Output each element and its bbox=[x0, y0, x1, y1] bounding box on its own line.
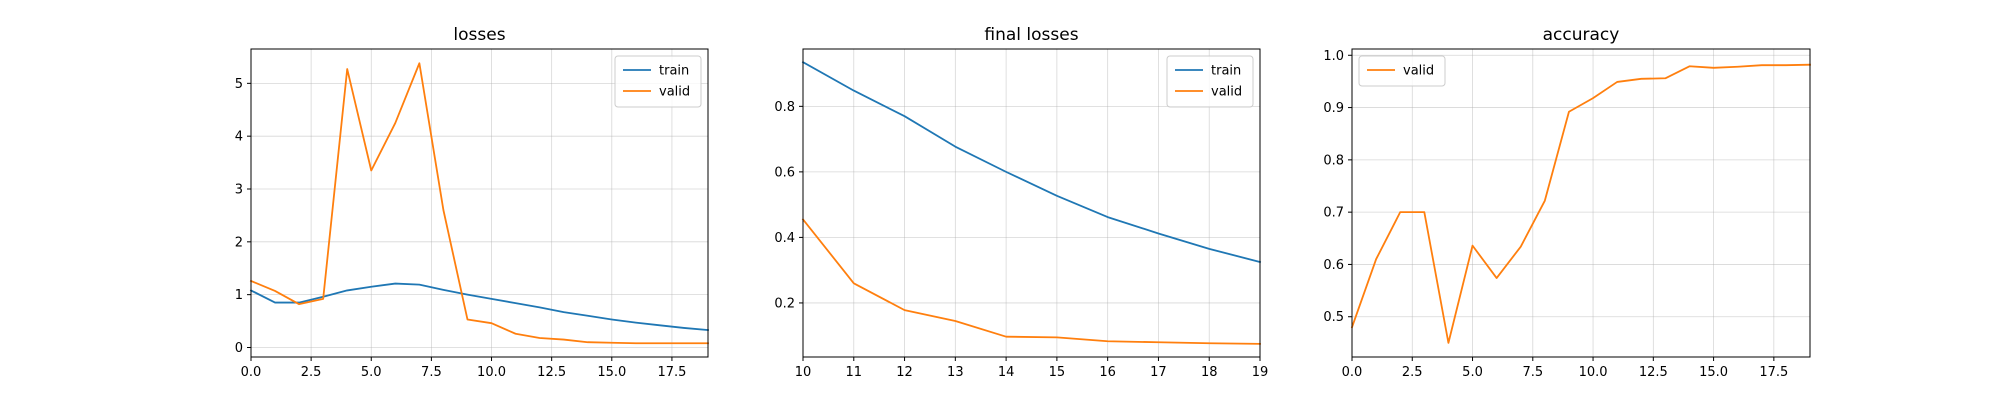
axes-frame bbox=[802, 48, 1261, 358]
y-tick-label: 0.2 bbox=[774, 296, 795, 311]
x-tick-label: 16 bbox=[1099, 365, 1116, 380]
x-tick-label: 15.0 bbox=[597, 365, 626, 380]
x-tick-label: 12.5 bbox=[1639, 365, 1668, 380]
chart-panel-1: 0.0 2.5 5.0 7.5 10.0 12.5 15.0 17.5 0 1 2 3 4 5 losses… bbox=[235, 25, 709, 380]
series-line-valid bbox=[249, 62, 709, 345]
legend-box bbox=[1358, 55, 1446, 87]
legend-label-valid: valid bbox=[1403, 64, 1434, 79]
series-line-train bbox=[249, 282, 709, 332]
y-tick-label: 5 bbox=[235, 77, 243, 92]
chart-panel-2: 10 11 12 13 14 15 16 17 18 19 0.2 0.4 0.6 0.8 final lo… bbox=[774, 25, 1268, 380]
axes-frame bbox=[1351, 48, 1811, 358]
x-tick-label: 0.0 bbox=[241, 365, 262, 380]
x-tick-label: 12.5 bbox=[537, 365, 566, 380]
x-tick-label: 10.0 bbox=[1579, 365, 1608, 380]
x-tick-label: 18 bbox=[1201, 365, 1218, 380]
x-tick-label: 7.5 bbox=[1522, 365, 1543, 380]
x-tick-label: 5.0 bbox=[361, 365, 382, 380]
y-tick-label: 0.5 bbox=[1323, 310, 1344, 325]
x-tick-label: 13 bbox=[947, 365, 964, 380]
legend-box bbox=[1166, 55, 1254, 108]
y-tick-label: 2 bbox=[235, 235, 243, 250]
y-tick-label: 0.6 bbox=[1323, 258, 1344, 273]
legend: train valid bbox=[614, 55, 702, 108]
y-tick-label: 0.8 bbox=[774, 100, 795, 115]
y-tick-label: 0.9 bbox=[1323, 101, 1344, 116]
y-tick-label: 0.8 bbox=[1323, 153, 1344, 168]
x-tick-label: 17.5 bbox=[1759, 365, 1788, 380]
x-tick-label: 5.0 bbox=[1462, 365, 1483, 380]
legend-label-train: train bbox=[659, 64, 689, 79]
y-tick-label: 0.4 bbox=[774, 231, 795, 246]
legend: train valid bbox=[1166, 55, 1254, 108]
legend-label-train: train bbox=[1211, 64, 1241, 79]
x-tick-label: 17.5 bbox=[657, 365, 686, 380]
chart-title: losses bbox=[453, 25, 505, 45]
legend: valid bbox=[1358, 55, 1446, 87]
x-tick-label: 14 bbox=[998, 365, 1015, 380]
y-tick-label: 0 bbox=[235, 341, 243, 356]
x-tick-label: 15.0 bbox=[1699, 365, 1728, 380]
x-tick-label: 19 bbox=[1252, 365, 1269, 380]
series-line-train bbox=[801, 60, 1262, 264]
x-tick-label: 2.5 bbox=[301, 365, 322, 380]
y-tick-label: 0.7 bbox=[1323, 206, 1344, 221]
x-tick-label: 10 bbox=[795, 365, 812, 380]
axes-frame bbox=[250, 48, 709, 358]
x-tick-label: 15 bbox=[1049, 365, 1066, 380]
x-tick-label: 10.0 bbox=[477, 365, 506, 380]
chart-title: accuracy bbox=[1543, 25, 1620, 45]
y-tick-label: 1 bbox=[235, 288, 243, 303]
x-tick-label: 7.5 bbox=[421, 365, 442, 380]
x-tick-label: 11 bbox=[846, 365, 863, 380]
legend-label-valid: valid bbox=[659, 85, 690, 100]
legend-box bbox=[614, 55, 702, 108]
x-tick-label: 17 bbox=[1150, 365, 1167, 380]
x-tick-label: 12 bbox=[896, 365, 913, 380]
y-tick-label: 3 bbox=[235, 183, 243, 198]
x-tick-label: 2.5 bbox=[1402, 365, 1423, 380]
series-line-valid bbox=[801, 218, 1261, 345]
y-tick-label: 0.6 bbox=[774, 165, 795, 180]
y-tick-label: 4 bbox=[235, 130, 243, 145]
chart-panel-3: 0.0 2.5 5.0 7.5 10.0 12.5 15.0 17.5 0.5 0.6 0.7 0.8… bbox=[1323, 25, 1811, 380]
legend-label-valid: valid bbox=[1211, 85, 1242, 100]
chart-title: final losses bbox=[984, 25, 1078, 45]
y-tick-label: 1.0 bbox=[1323, 49, 1344, 64]
x-tick-label: 0.0 bbox=[1342, 365, 1363, 380]
series-line-valid bbox=[1350, 63, 1811, 344]
